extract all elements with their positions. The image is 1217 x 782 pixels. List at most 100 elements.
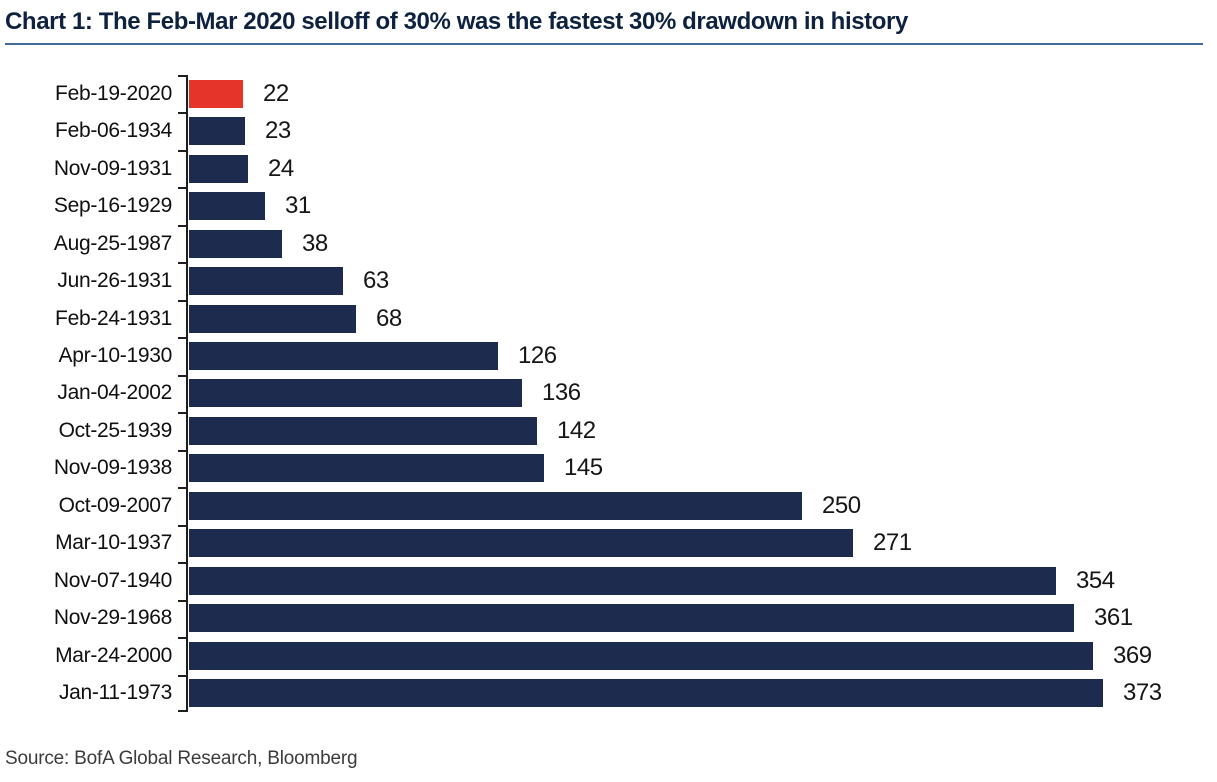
plot-cell: 126 <box>189 337 557 374</box>
axis-tick <box>178 675 187 677</box>
axis-tick <box>178 187 187 189</box>
axis-tick <box>178 225 187 227</box>
value-label: 271 <box>873 529 912 557</box>
plot-cell: 250 <box>189 487 861 524</box>
plot-cell: 63 <box>189 262 389 299</box>
value-label: 24 <box>268 154 294 182</box>
value-label: 68 <box>376 304 402 332</box>
plot-cell: 145 <box>189 450 603 487</box>
value-label: 250 <box>822 491 861 519</box>
plot-cell: 271 <box>189 525 912 562</box>
bar-row: Feb-06-1934 23 <box>0 112 1217 149</box>
bar <box>189 604 1074 633</box>
bar <box>189 566 1056 595</box>
category-label: Nov-09-1938 <box>53 456 172 480</box>
bar <box>189 342 498 371</box>
value-label: 136 <box>542 379 581 407</box>
bar <box>189 379 522 408</box>
bar <box>189 641 1093 670</box>
value-label: 23 <box>265 117 291 145</box>
bar <box>189 267 343 296</box>
chart-title: Chart 1: The Feb-Mar 2020 selloff of 30%… <box>5 8 908 35</box>
axis-tick <box>178 375 187 377</box>
bar-row: Oct-09-2007 250 <box>0 487 1217 524</box>
category-label: Feb-24-1931 <box>55 306 172 330</box>
plot-cell: 24 <box>189 150 294 187</box>
category-label: Nov-07-1940 <box>53 568 172 592</box>
category-label: Sep-16-1929 <box>53 194 172 218</box>
axis-tick <box>178 337 187 339</box>
bar-row: Sep-16-1929 31 <box>0 187 1217 224</box>
axis-tick <box>178 525 187 527</box>
plot-cell: 22 <box>189 75 289 112</box>
chart-area: Feb-19-2020 22 Feb-06-1934 23 Nov-09-1931 24 S… <box>0 75 1217 712</box>
axis-tick <box>178 75 187 77</box>
category-label: Oct-09-2007 <box>58 493 173 517</box>
value-label: 22 <box>263 79 289 107</box>
plot-cell: 142 <box>189 412 596 449</box>
bar-row: Jan-11-1973 373 <box>0 675 1217 712</box>
value-label: 38 <box>302 229 328 257</box>
bar-row: Nov-09-1938 145 <box>0 450 1217 487</box>
axis-tick <box>178 262 187 264</box>
bar <box>189 304 356 333</box>
category-label: Jan-04-2002 <box>57 381 172 405</box>
axis-tick <box>178 600 187 602</box>
bar <box>189 679 1103 708</box>
value-label: 373 <box>1123 679 1162 707</box>
bar-row: Nov-09-1931 24 <box>0 150 1217 187</box>
category-label: Aug-25-1987 <box>53 231 172 255</box>
value-label: 126 <box>518 342 557 370</box>
plot-cell: 23 <box>189 112 291 149</box>
bar-highlighted <box>189 79 243 108</box>
category-label: Mar-24-2000 <box>55 643 172 667</box>
bar-row: Jun-26-1931 63 <box>0 262 1217 299</box>
axis-tick <box>178 412 187 414</box>
plot-cell: 136 <box>189 375 581 412</box>
axis-tick <box>178 300 187 302</box>
chart-title-block: Chart 1: The Feb-Mar 2020 selloff of 30%… <box>5 8 1203 45</box>
axis-tick <box>178 710 187 712</box>
bar-row: Mar-24-2000 369 <box>0 637 1217 674</box>
source-text: Source: BofA Global Research, Bloomberg <box>5 748 358 769</box>
category-label: Feb-06-1934 <box>55 119 172 143</box>
bar-row: Feb-24-1931 68 <box>0 300 1217 337</box>
category-label: Nov-09-1931 <box>53 156 172 180</box>
value-label: 142 <box>557 416 596 444</box>
axis-tick <box>178 150 187 152</box>
value-label: 31 <box>285 192 311 220</box>
bar-row: Mar-10-1937 271 <box>0 525 1217 562</box>
y-axis-line <box>186 75 188 712</box>
value-label: 145 <box>564 454 603 482</box>
category-label: Nov-29-1968 <box>53 606 172 630</box>
bar-row: Nov-29-1968 361 <box>0 600 1217 637</box>
value-label: 354 <box>1076 566 1115 594</box>
plot-cell: 354 <box>189 562 1115 599</box>
axis-tick <box>178 637 187 639</box>
bar <box>189 416 537 445</box>
bar-row: Nov-07-1940 354 <box>0 562 1217 599</box>
bar <box>189 117 245 146</box>
plot-cell: 373 <box>189 675 1162 712</box>
value-label: 361 <box>1094 604 1133 632</box>
axis-tick <box>178 450 187 452</box>
bar <box>189 154 248 183</box>
bar-row: Apr-10-1930 126 <box>0 337 1217 374</box>
bar-row: Jan-04-2002 136 <box>0 375 1217 412</box>
rows: Feb-19-2020 22 Feb-06-1934 23 Nov-09-1931 24 S… <box>0 75 1217 712</box>
bar <box>189 229 282 258</box>
bar <box>189 529 853 558</box>
category-label: Feb-19-2020 <box>55 81 172 105</box>
bar-row: Oct-25-1939 142 <box>0 412 1217 449</box>
plot-cell: 369 <box>189 637 1152 674</box>
category-label: Apr-10-1930 <box>58 344 173 368</box>
category-label: Mar-10-1937 <box>55 531 172 555</box>
category-label: Oct-25-1939 <box>58 418 173 442</box>
axis-tick <box>178 562 187 564</box>
category-label: Jan-11-1973 <box>58 681 172 705</box>
axis-tick <box>178 112 187 114</box>
category-label: Jun-26-1931 <box>57 269 172 293</box>
bar-row: Aug-25-1987 38 <box>0 225 1217 262</box>
bar <box>189 192 265 221</box>
value-label: 63 <box>363 267 389 295</box>
